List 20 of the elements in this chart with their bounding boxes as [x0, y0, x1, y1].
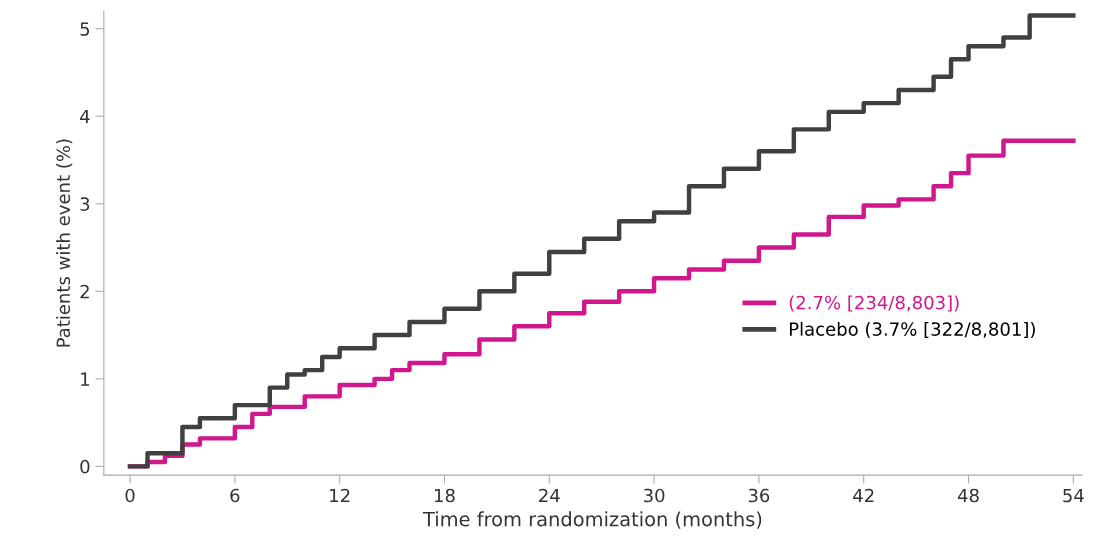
legend-label: Placebo (3.7% [322/8,801]): [789, 321, 1035, 339]
y-axis-title: Patients with event (%): [56, 139, 73, 347]
x-tick-label: 12: [330, 488, 350, 503]
x-tick-label: 36: [748, 488, 770, 503]
y-tick-label: 1: [81, 372, 89, 386]
y-tick-label: 4: [80, 109, 90, 124]
legend-label: (2.7% [234/8,803]): [789, 295, 959, 312]
x-tick-label: 24: [539, 488, 560, 503]
y-tick-label: 2: [80, 284, 89, 299]
y-tick-label: 3: [80, 197, 90, 211]
x-tick-label: 6: [230, 488, 240, 503]
x-tick-label: 18: [434, 488, 455, 503]
x-tick-label: 48: [957, 488, 979, 503]
x-axis-title: Time from randomization (months): [422, 511, 762, 529]
y-tick-label: 0: [80, 459, 90, 474]
x-tick-label: 30: [643, 488, 665, 503]
x-tick-label: 0: [125, 488, 135, 503]
x-tick-label: 54: [1063, 488, 1084, 503]
y-tick-label: 5: [80, 22, 90, 36]
x-tick-label: 42: [853, 488, 874, 503]
